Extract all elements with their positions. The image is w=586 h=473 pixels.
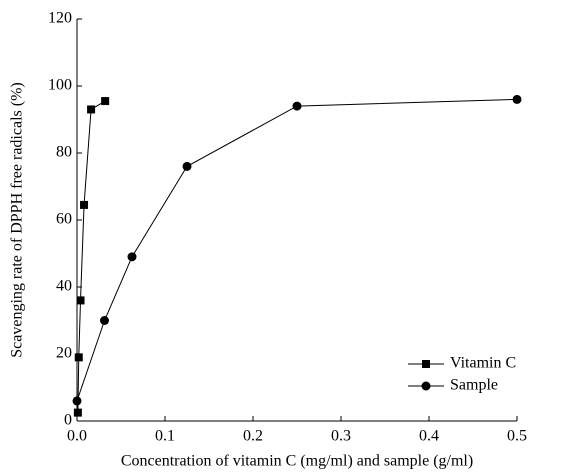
- legend-label: Sample: [450, 377, 498, 394]
- marker: [422, 360, 430, 368]
- x-tick-label: 0.4: [419, 428, 439, 445]
- marker: [87, 105, 96, 114]
- y-tick-label: 0: [64, 412, 72, 429]
- marker: [421, 381, 431, 391]
- x-tick-label: 0.1: [155, 428, 175, 445]
- x-axis-label: Concentration of vitamin C (mg/ml) and s…: [121, 453, 473, 470]
- y-tick-label: 120: [48, 10, 72, 27]
- marker: [72, 396, 82, 406]
- legend-label: Vitamin C: [450, 355, 516, 372]
- x-tick-label: 0.2: [243, 428, 263, 445]
- x-tick-label: 0.3: [331, 428, 351, 445]
- marker: [76, 296, 85, 305]
- marker: [101, 97, 110, 106]
- marker: [73, 408, 82, 417]
- y-tick-label: 60: [56, 211, 72, 228]
- y-tick-label: 20: [56, 345, 72, 362]
- marker: [512, 94, 522, 104]
- marker: [74, 353, 83, 362]
- x-tick-label: 0.5: [507, 428, 527, 445]
- y-tick-label: 80: [56, 144, 72, 161]
- marker: [182, 161, 192, 171]
- marker: [80, 200, 89, 209]
- series-line: [76, 98, 518, 402]
- y-tick-label: 40: [56, 278, 72, 295]
- y-axis-label: Scavenging rate of DPPH free radicals (%…: [9, 82, 26, 357]
- x-tick-label: 0.0: [67, 428, 87, 445]
- marker: [100, 316, 109, 325]
- marker: [292, 101, 302, 111]
- series-line: [77, 100, 106, 413]
- y-tick-label: 100: [48, 77, 72, 94]
- marker: [127, 252, 137, 262]
